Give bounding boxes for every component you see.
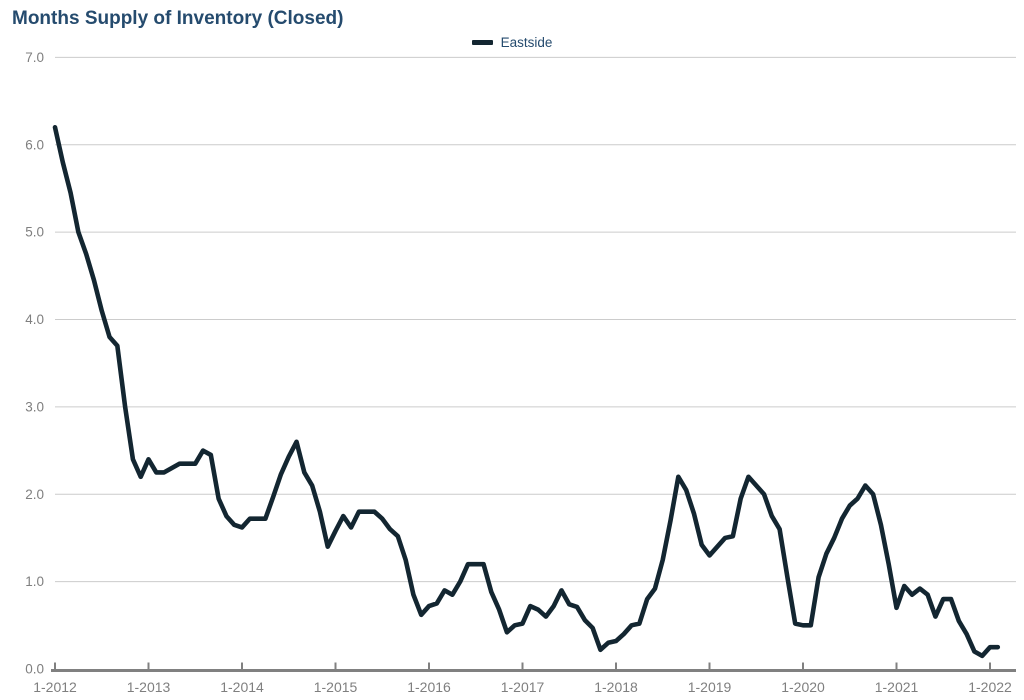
x-tick-label: 1-2018 xyxy=(594,679,638,695)
x-tick-label: 1-2019 xyxy=(688,679,732,695)
x-tick-label: 1-2017 xyxy=(501,679,545,695)
y-tick-label: 4.0 xyxy=(25,312,44,327)
x-tick-label: 1-2021 xyxy=(875,679,919,695)
legend-line-swatch xyxy=(471,40,493,45)
eastside-line xyxy=(52,125,1001,659)
chart-title: Months Supply of Inventory (Closed) xyxy=(12,8,344,29)
y-tick-label: 3.0 xyxy=(25,399,44,414)
legend-label-eastside: Eastside xyxy=(500,35,553,50)
series-line xyxy=(52,125,1001,659)
y-tick-label: 0.0 xyxy=(25,662,44,677)
gridlines xyxy=(55,56,1016,583)
x-tick-label: 1-2013 xyxy=(127,679,171,695)
y-tick-label: 1.0 xyxy=(25,574,44,589)
legend: Eastside xyxy=(0,35,1024,50)
y-axis-labels: 7.0 6.0 5.0 4.0 3.0 2.0 1.0 0.0 xyxy=(25,50,44,677)
x-axis: 1-2012 1-2013 1-2014 1-2015 1-2016 1-2017 1-20… xyxy=(33,662,1016,695)
y-tick-label: 6.0 xyxy=(25,137,44,152)
x-tick-label: 1-2015 xyxy=(314,679,358,695)
x-tick-label: 1-2014 xyxy=(220,679,264,695)
x-tick-label: 1-2022 xyxy=(968,679,1012,695)
y-tick-label: 7.0 xyxy=(25,50,44,65)
x-tick-label: 1-2016 xyxy=(407,679,451,695)
y-tick-label: 5.0 xyxy=(25,225,44,240)
x-tick-label: 1-2012 xyxy=(33,679,77,695)
x-tick-label: 1-2020 xyxy=(781,679,825,695)
y-tick-label: 2.0 xyxy=(25,487,44,502)
